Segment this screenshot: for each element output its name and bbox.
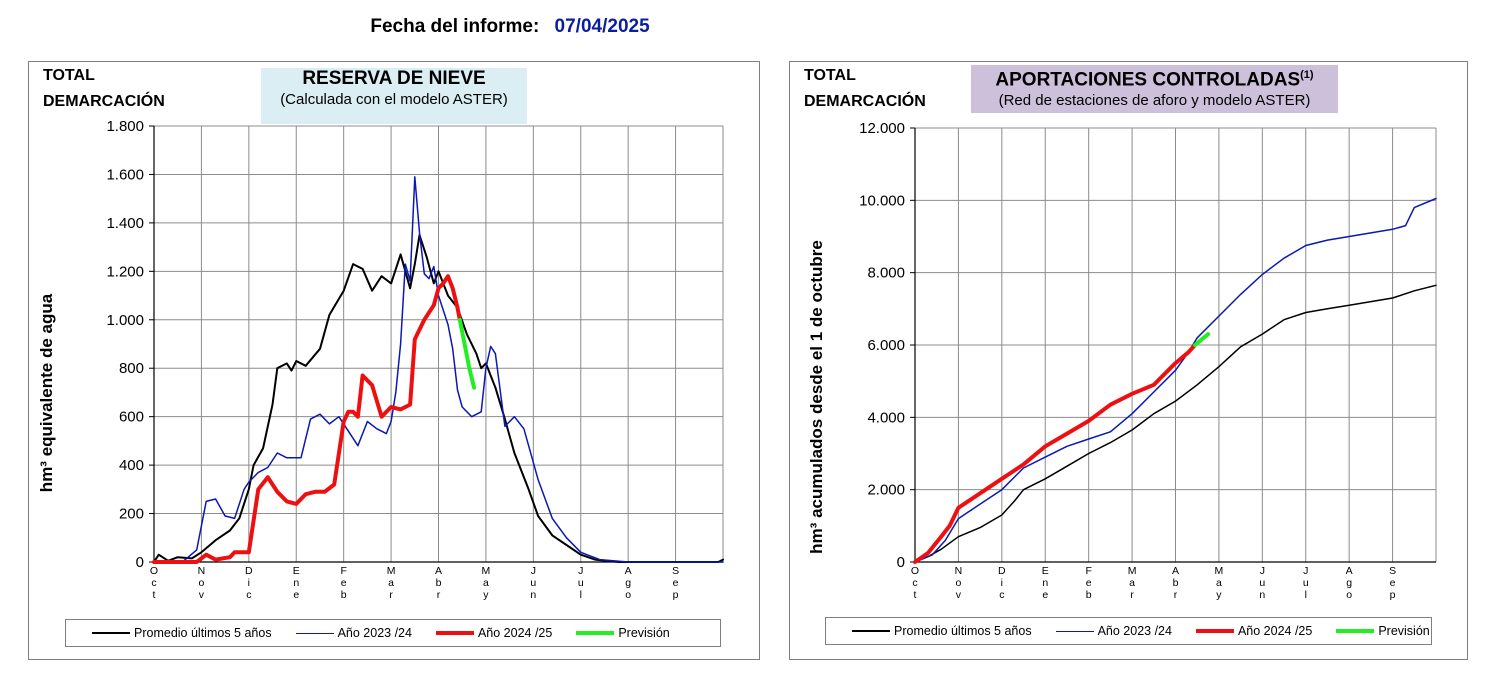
legend-item-promedio: Promedio últimos 5 años	[92, 626, 272, 640]
legend-item-2024-25: Año 2024 /25	[435, 626, 553, 640]
y-tick-label: 10.000	[859, 192, 905, 209]
y-tick-label: 12.000	[859, 120, 905, 137]
legend-swatch	[92, 632, 130, 634]
controlled-inflows-chart: 0 2.000 4.000 6.000 8.000 10.000 12.000 O c t N o v D…	[859, 120, 1437, 601]
y-tick-label: 4.000	[867, 409, 905, 426]
y-tick-label: 600	[119, 409, 144, 426]
y-tick-label: 800	[119, 360, 144, 377]
y-tick-label: 0	[136, 554, 144, 571]
chart-legend: Promedio últimos 5 años Año 2023 /24 Año…	[825, 617, 1432, 645]
legend-label: Año 2024 /25	[1237, 624, 1313, 638]
snow-reserve-chart: 0 200 400 600 800 1.000 1.200 1.400 1.600 1.800 O c…	[106, 118, 724, 601]
legend-label: Promedio últimos 5 años	[134, 626, 272, 640]
legend-label: Año 2023 /24	[337, 626, 412, 640]
series-line	[914, 284, 1437, 563]
chart-legend: Promedio últimos 5 años Año 2023 /24 Año…	[65, 619, 721, 647]
region-label: TOTAL DEMARCACIÓN	[43, 63, 165, 115]
y-tick-label: 1.200	[106, 263, 144, 280]
legend-label: Año 2023 /24	[1097, 624, 1172, 638]
region-label-line2: DEMARCACIÓN	[804, 93, 926, 110]
legend-label: Año 2024 /25	[477, 626, 553, 640]
chart-subtitle: (Calculada con el modelo ASTER)	[280, 91, 508, 108]
legend-label: Previsión	[618, 626, 670, 640]
report-header: Fecha del informe: 07/04/2025	[0, 16, 1020, 38]
series-line	[914, 197, 1437, 563]
legend-swatch	[1055, 630, 1094, 632]
y-tick-label: 200	[119, 506, 144, 523]
y-tick-label: 1.800	[106, 118, 144, 135]
series-line	[913, 343, 1197, 564]
y-tick-label: 6.000	[867, 337, 905, 354]
legend-swatch	[576, 631, 615, 635]
y-tick-label: 1.600	[106, 166, 144, 183]
legend-swatch	[852, 630, 890, 632]
y-tick-label: 1.000	[106, 312, 144, 329]
region-label-line2: DEMARCACIÓN	[43, 93, 165, 110]
chart-title-note: (1)	[1300, 69, 1314, 81]
chart-title: RESERVA DE NIEVE	[302, 68, 486, 89]
y-axis-label: hm³ equivalente de agua	[37, 293, 56, 493]
chart-title: APORTACIONES CONTROLADAS(1)	[971, 65, 1338, 90]
legend-swatch	[1336, 629, 1375, 633]
region-label-line1: TOTAL	[43, 67, 95, 84]
chart-subtitle: (Red de estaciones de aforo y modelo AST…	[998, 92, 1311, 110]
y-tick-label: 400	[119, 457, 144, 474]
y-tick-label: 1.400	[106, 215, 144, 232]
y-axis-label: hm³ acumulados desde el 1 de octubre	[807, 240, 826, 554]
region-label: TOTAL DEMARCACIÓN	[804, 63, 926, 115]
chart-title-text: APORTACIONES CONTROLADAS	[995, 69, 1301, 91]
legend-item-prevision: Previsión	[576, 626, 670, 640]
series-line	[153, 234, 724, 563]
legend-item-prevision: Previsión	[1336, 624, 1430, 638]
y-tick-label: 2.000	[867, 482, 905, 499]
legend-swatch	[435, 631, 474, 635]
legend-item-2024-25: Año 2024 /25	[1195, 624, 1313, 638]
legend-item-promedio: Promedio últimos 5 años	[852, 624, 1032, 638]
y-tick-label: 8.000	[867, 265, 905, 282]
report-date-label: Fecha del informe:	[370, 16, 540, 37]
legend-item-2023-24: Año 2023 /24	[295, 626, 412, 640]
legend-swatch	[1195, 629, 1234, 633]
chart-title-box: RESERVA DE NIEVE (Calculada con el model…	[261, 68, 527, 124]
report-date: 07/04/2025	[554, 16, 650, 37]
legend-swatch	[295, 632, 334, 634]
legend-label: Previsión	[1378, 624, 1430, 638]
series-line	[153, 176, 724, 563]
series-line	[457, 317, 477, 390]
y-tick-label: 0	[897, 554, 905, 571]
legend-item-2023-24: Año 2023 /24	[1055, 624, 1172, 638]
series-line	[152, 274, 462, 564]
chart-title-box: APORTACIONES CONTROLADAS(1) (Red de esta…	[971, 65, 1338, 113]
region-label-line1: TOTAL	[804, 67, 856, 84]
legend-label: Promedio últimos 5 años	[894, 624, 1032, 638]
series-line	[1193, 332, 1211, 347]
